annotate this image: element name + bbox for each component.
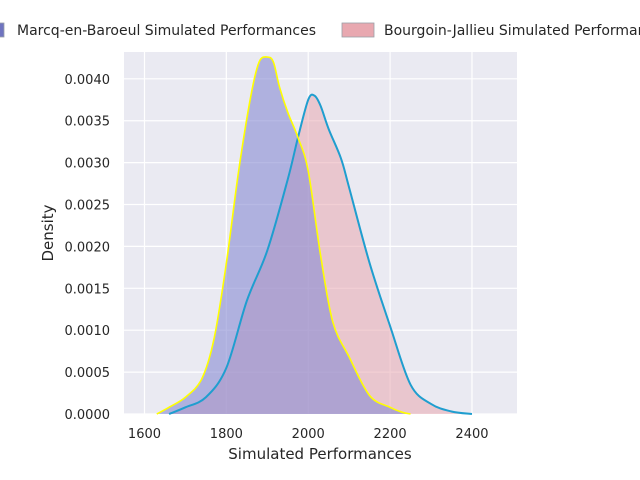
y-tick-label: 0.0030	[65, 157, 111, 172]
x-tick-label: 1600	[128, 427, 161, 442]
y-tick-labels: 0.0000 0.0005 0.0010 0.0015 0.0020 0.0025 0.00…	[65, 73, 111, 423]
legend: Marcq-en-Baroeul Simulated Performances …	[0, 22, 640, 39]
density-line-bourgoin	[168, 93, 473, 415]
x-tick-label: 1800	[210, 427, 243, 442]
x-tick-label: 2200	[374, 427, 407, 442]
x-axis-label: Simulated Performances	[228, 445, 412, 463]
y-tick-label: 0.0035	[65, 115, 111, 130]
y-tick-label: 0.0005	[65, 366, 111, 381]
legend-swatch-bourgoin	[341, 22, 375, 38]
x-tick-label: 2400	[455, 427, 488, 442]
y-tick-label: 0.0040	[65, 73, 111, 88]
y-tick-label: 0.0025	[65, 199, 111, 214]
y-tick-label: 0.0010	[65, 324, 111, 339]
y-tick-label: 0.0000	[65, 408, 111, 423]
x-tick-label: 2000	[292, 427, 325, 442]
density-line-marcq	[156, 56, 411, 415]
y-tick-label: 0.0015	[65, 282, 111, 297]
y-tick-label: 0.0020	[65, 240, 111, 255]
legend-swatch-marcq	[0, 22, 5, 38]
legend-label-bourgoin: Bourgoin-Jallieu Simulated Performances	[384, 23, 640, 39]
legend-label-marcq: Marcq-en-Baroeul Simulated Performances	[17, 23, 316, 39]
density-areas	[156, 56, 473, 415]
x-tick-labels: 1600 1800 2000 2200 2400	[128, 427, 489, 442]
density-fill-marcq	[156, 56, 411, 415]
y-axis-label: Density	[39, 204, 57, 261]
